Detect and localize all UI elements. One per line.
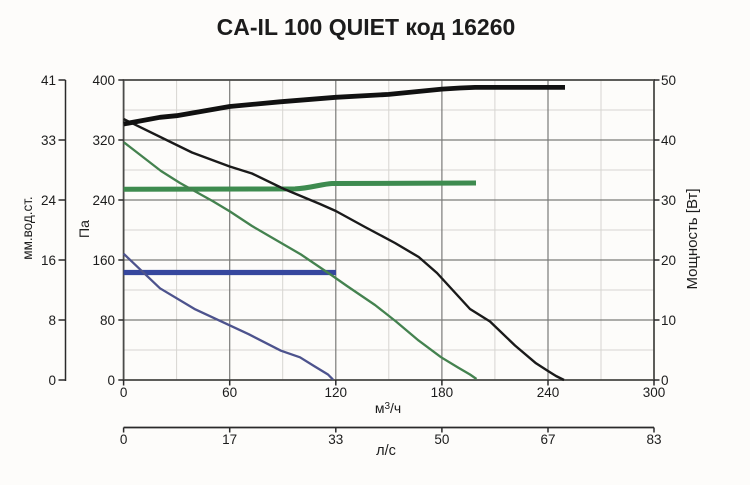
svg-text:8: 8 (48, 313, 56, 328)
svg-text:60: 60 (222, 385, 237, 400)
svg-text:17: 17 (222, 432, 237, 447)
svg-text:м3/ч: м3/ч (375, 400, 401, 416)
svg-text:10: 10 (661, 313, 676, 328)
svg-text:67: 67 (540, 432, 555, 447)
svg-text:0: 0 (661, 373, 669, 388)
svg-text:240: 240 (537, 385, 560, 400)
svg-text:40: 40 (661, 133, 676, 148)
svg-text:0: 0 (120, 385, 128, 400)
svg-text:20: 20 (661, 253, 676, 268)
svg-text:мм.вод.ст.: мм.вод.ст. (20, 196, 35, 259)
svg-text:320: 320 (92, 133, 115, 148)
svg-text:л/с: л/с (376, 443, 396, 459)
svg-text:33: 33 (328, 432, 343, 447)
svg-text:41: 41 (41, 73, 56, 88)
svg-text:400: 400 (92, 73, 115, 88)
svg-text:30: 30 (661, 193, 676, 208)
svg-text:0: 0 (107, 373, 115, 388)
svg-text:24: 24 (41, 193, 57, 208)
svg-text:0: 0 (120, 432, 128, 447)
svg-text:120: 120 (325, 385, 348, 400)
svg-text:80: 80 (100, 313, 115, 328)
svg-text:Мощность [Вт]: Мощность [Вт] (684, 188, 701, 289)
svg-text:CA-IL 100 QUIET код 16260: CA-IL 100 QUIET код 16260 (217, 14, 516, 40)
svg-text:160: 160 (92, 253, 115, 268)
svg-text:16: 16 (41, 253, 56, 268)
svg-text:240: 240 (92, 193, 115, 208)
svg-text:83: 83 (646, 432, 661, 447)
svg-text:300: 300 (643, 385, 666, 400)
svg-text:33: 33 (41, 133, 56, 148)
svg-text:0: 0 (48, 373, 56, 388)
svg-text:50: 50 (434, 432, 449, 447)
svg-text:180: 180 (431, 385, 454, 400)
svg-text:50: 50 (661, 73, 676, 88)
svg-text:Па: Па (76, 220, 92, 238)
